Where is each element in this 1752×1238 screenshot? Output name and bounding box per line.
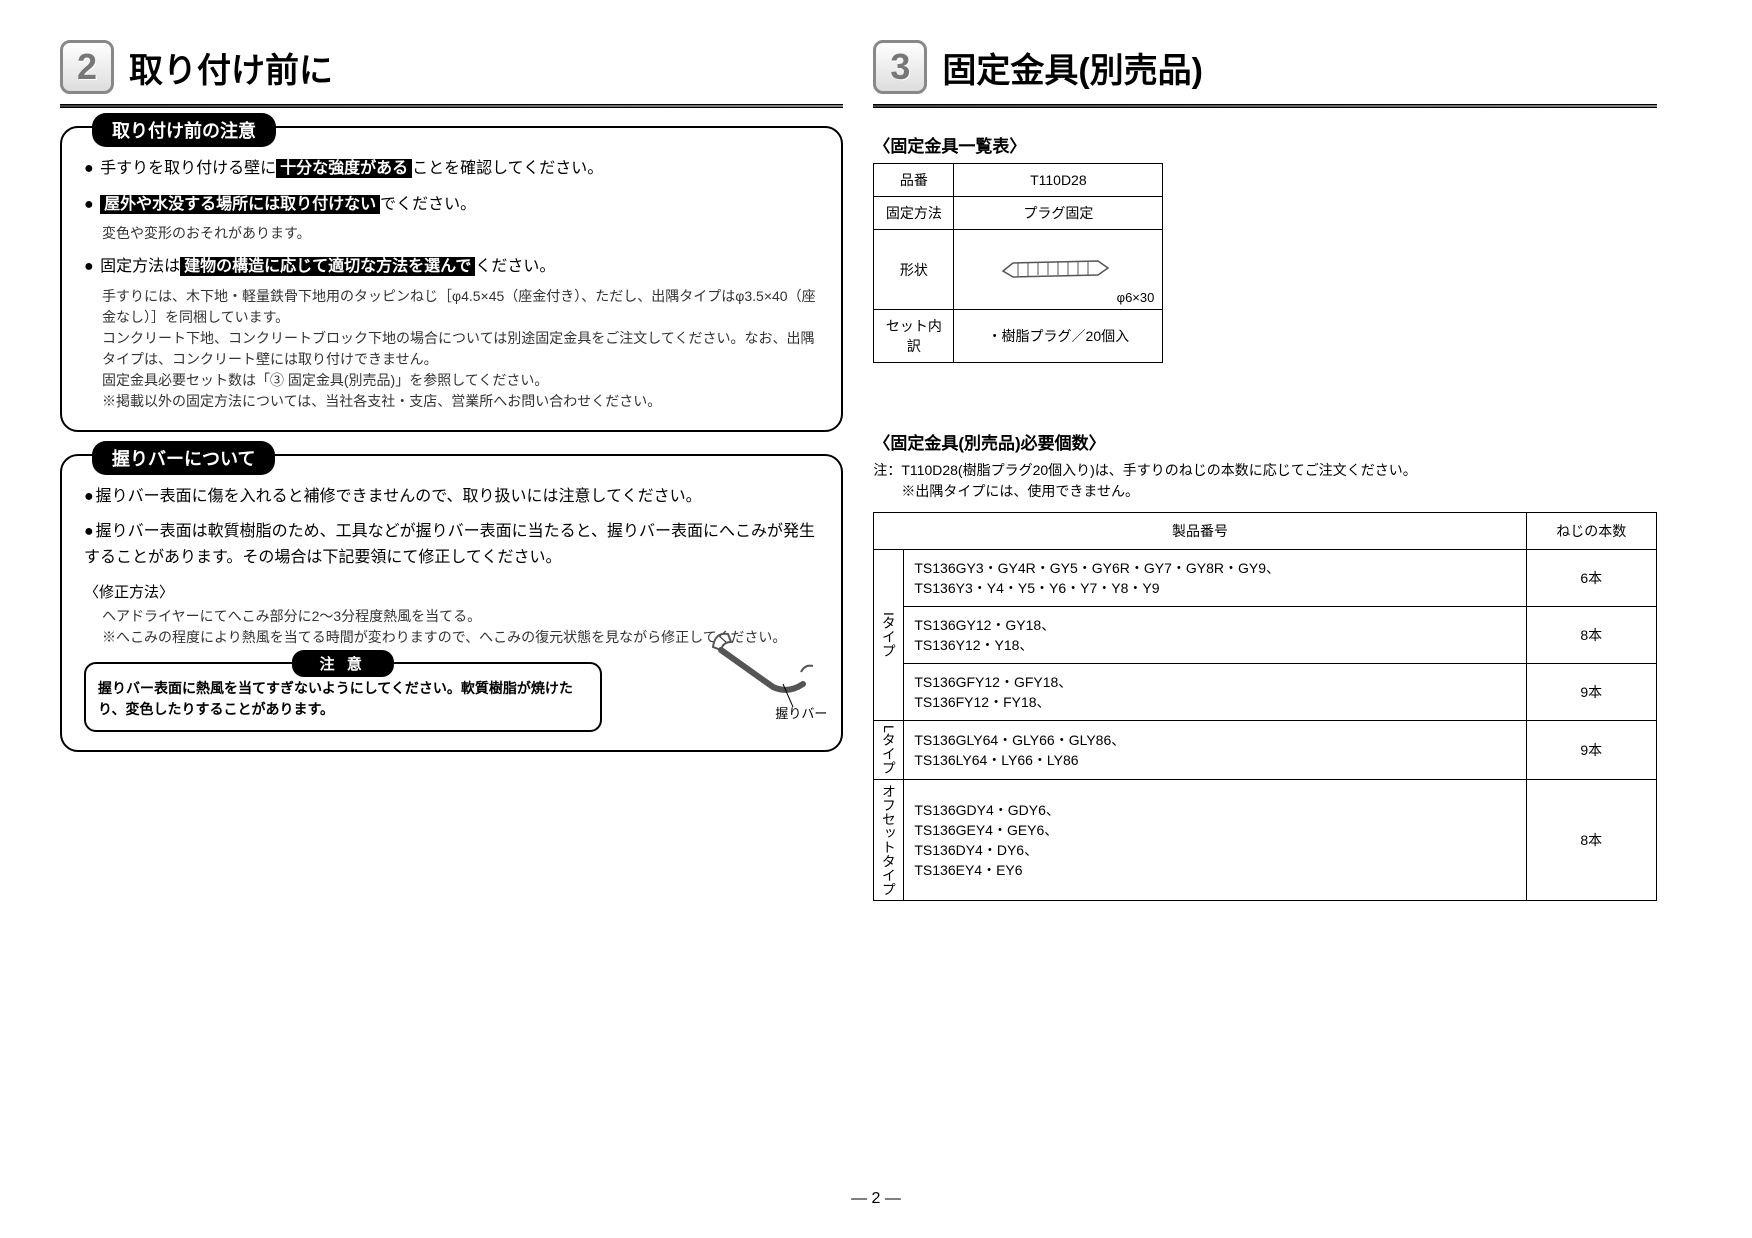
qty-cell: 9本 <box>1526 721 1656 780</box>
text: 手すりを取り付ける壁に <box>100 160 276 177</box>
grip-bar-box: 握りバーについて 握りバー表面に傷を入れると補修できませんので、取り扱いには注意… <box>60 454 843 752</box>
shape-dimension-label: φ6×30 <box>1117 290 1155 305</box>
col-header-qty: ねじの本数 <box>1526 513 1656 550</box>
hardware-spec-table: 品番 T110D28 固定方法 プラグ固定 形状 φ6×30 セット内訳 ・樹 <box>873 163 1163 363</box>
text: 固定方法は <box>100 258 180 275</box>
precaution-item-3-sub3: 固定金具必要セット数は「③ 固定金具(別売品)」を参照してください。 <box>102 370 823 391</box>
caution-label: 注 意 <box>292 650 394 677</box>
col-header-product: 製品番号 <box>874 513 1526 550</box>
table-row: TS136GFY12・GFY18、 TS136FY12・FY18、 9本 <box>874 664 1656 721</box>
grip-bar-label: 握りバー <box>775 703 827 722</box>
right-column: 3 固定金具(別売品) 〈固定金具一覧表〉 品番 T110D28 固定方法 プラ… <box>873 40 1656 1198</box>
table-row: Lタイプ TS136GLY64・GLY66・GLY86、 TS136LY64・L… <box>874 721 1656 780</box>
grip-bar-illustration: 握りバー <box>693 612 823 722</box>
spec-value: ・樹脂プラグ／20個入 <box>954 310 1163 363</box>
precaution-box-label: 取り付け前の注意 <box>92 113 276 147</box>
spec-value: プラグ固定 <box>954 197 1163 230</box>
section-3-header: 3 固定金具(別売品) <box>873 40 1656 94</box>
spec-shape-cell: φ6×30 <box>954 230 1163 310</box>
precaution-item-3-sub2: コンクリート下地、コンクリートブロック下地の場合については別途固定金具をご注文し… <box>102 328 823 370</box>
group-header-i-type: Iタイプ <box>874 550 904 721</box>
text: でください。 <box>380 196 476 213</box>
spec-header: 品番 <box>874 164 954 197</box>
required-qty-note: 注：T110D28(樹脂プラグ20個入り)は、手すりのねじの本数に応じてご注文く… <box>873 460 1656 502</box>
precaution-item-2: 屋外や水没する場所には取り付けないでください。 <box>84 192 823 218</box>
highlight-text: 十分な強度がある <box>276 159 412 178</box>
precaution-item-3-sub1: 手すりには、木下地・軽量鉄骨下地用のタッピンねじ［φ4.5×45（座金付き）、た… <box>102 286 823 328</box>
section-3-underline <box>873 104 1656 108</box>
page-number: — 2 — <box>851 1190 901 1208</box>
table-row: TS136GY12・GY18、 TS136Y12・Y18、 8本 <box>874 607 1656 664</box>
spec-value: T110D28 <box>954 164 1163 197</box>
table-row: 固定方法 プラグ固定 <box>874 197 1163 230</box>
qty-cell: 8本 <box>1526 779 1656 900</box>
table-header-row: 製品番号 ねじの本数 <box>874 513 1656 550</box>
section-2-title: 取り付け前に <box>129 43 333 92</box>
section-3-title: 固定金具(別売品) <box>942 43 1203 92</box>
qty-cell: 9本 <box>1526 664 1656 721</box>
section-2-header: 2 取り付け前に <box>60 40 843 94</box>
note-line-1: 注：T110D28(樹脂プラグ20個入り)は、手すりのねじの本数に応じてご注文く… <box>873 462 1416 478</box>
grip-bar-box-label: 握りバーについて <box>92 441 275 475</box>
caution-text: 握りバー表面に熱風を当てすぎないようにしてください。軟質樹脂が焼けたり、変色した… <box>98 678 588 720</box>
product-cell: TS136GFY12・GFY18、 TS136FY12・FY18、 <box>904 664 1526 721</box>
precaution-box: 取り付け前の注意 手すりを取り付ける壁に十分な強度があることを確認してください。… <box>60 126 843 432</box>
table-row: 形状 φ6×30 <box>874 230 1163 310</box>
fix-method-heading: 〈修正方法〉 <box>84 581 823 602</box>
product-cell: TS136GDY4・GDY6、 TS136GEY4・GEY6、 TS136DY4… <box>904 779 1526 900</box>
section-2-underline <box>60 104 843 108</box>
table-row: Iタイプ TS136GY3・GY4R・GY5・GY6R・GY7・GY8R・GY9… <box>874 550 1656 607</box>
caution-box: 注 意 握りバー表面に熱風を当てすぎないようにしてください。軟質樹脂が焼けたり、… <box>84 662 602 732</box>
spec-header: セット内訳 <box>874 310 954 363</box>
group-header-offset-type: オフセットタイプ <box>874 779 904 900</box>
grip-item-2: 握りバー表面は軟質樹脂のため、工具などが握りバー表面に当たると、握りバー表面にへ… <box>84 519 823 570</box>
spec-header: 固定方法 <box>874 197 954 230</box>
product-qty-table: 製品番号 ねじの本数 Iタイプ TS136GY3・GY4R・GY5・GY6R・G… <box>873 512 1656 901</box>
precaution-item-1: 手すりを取り付ける壁に十分な強度があることを確認してください。 <box>84 156 823 182</box>
group-header-l-type: Lタイプ <box>874 721 904 780</box>
precaution-item-3-sub4: ※掲載以外の固定方法については、当社各支社・支店、営業所へお問い合わせください。 <box>102 391 823 412</box>
plug-shape-icon <box>988 243 1128 293</box>
note-line-2: ※出隅タイプには、使用できません。 <box>873 483 1139 499</box>
product-cell: TS136GY3・GY4R・GY5・GY6R・GY7・GY8R・GY9、 TS1… <box>904 550 1526 607</box>
product-cell: TS136GLY64・GLY66・GLY86、 TS136LY64・LY66・L… <box>904 721 1526 780</box>
spec-header: 形状 <box>874 230 954 310</box>
required-qty-title: 〈固定金具(別売品)必要個数〉 <box>873 429 1656 454</box>
table-row: オフセットタイプ TS136GDY4・GDY6、 TS136GEY4・GEY6、… <box>874 779 1656 900</box>
text: ことを確認してください。 <box>412 160 603 177</box>
precaution-item-2-sub: 変色や変形のおそれがあります。 <box>102 223 823 244</box>
table-row: セット内訳 ・樹脂プラグ／20個入 <box>874 310 1163 363</box>
text: ください。 <box>475 258 555 275</box>
left-column: 2 取り付け前に 取り付け前の注意 手すりを取り付ける壁に十分な強度があることを… <box>60 40 843 1198</box>
section-2-number-icon: 2 <box>60 40 114 94</box>
hardware-list-title: 〈固定金具一覧表〉 <box>873 132 1656 157</box>
precaution-item-3: 固定方法は建物の構造に応じて適切な方法を選んでください。 <box>84 254 823 280</box>
highlight-text: 建物の構造に応じて適切な方法を選んで <box>180 257 475 276</box>
highlight-text: 屋外や水没する場所には取り付けない <box>100 195 380 214</box>
grip-item-1: 握りバー表面に傷を入れると補修できませんので、取り扱いには注意してください。 <box>84 484 823 510</box>
table-row: 品番 T110D28 <box>874 164 1163 197</box>
product-cell: TS136GY12・GY18、 TS136Y12・Y18、 <box>904 607 1526 664</box>
section-3-number-icon: 3 <box>873 40 927 94</box>
qty-cell: 8本 <box>1526 607 1656 664</box>
qty-cell: 6本 <box>1526 550 1656 607</box>
